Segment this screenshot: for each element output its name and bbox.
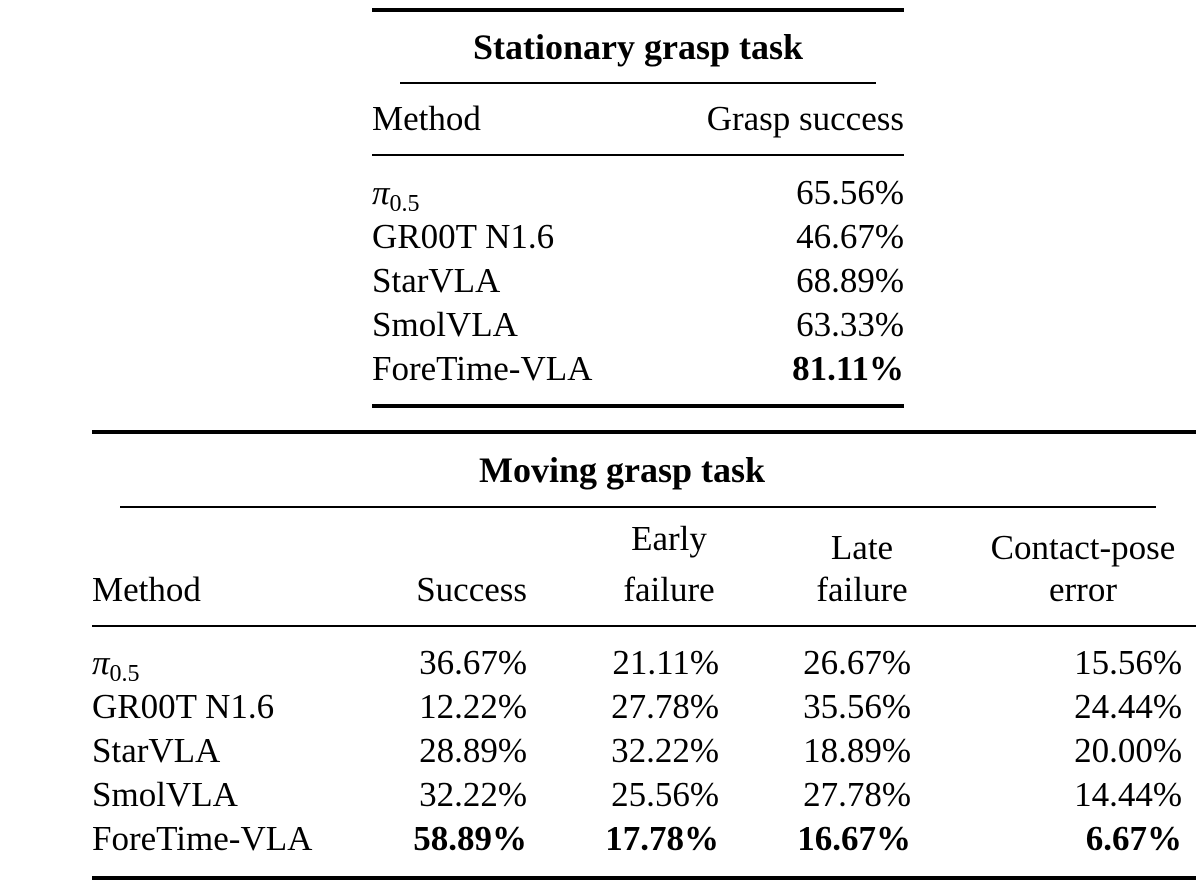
method-name: ForeTime-VLA bbox=[372, 349, 593, 388]
header-contact-line2: error bbox=[1048, 570, 1117, 609]
method-name: SmolVLA bbox=[92, 775, 238, 814]
method-name: StarVLA bbox=[372, 261, 501, 300]
grasp-success-value: 65.56% bbox=[796, 173, 904, 212]
header-success: Success bbox=[416, 570, 527, 609]
header-contact-line1: Contact-pose bbox=[990, 528, 1176, 567]
grasp-success-value: 63.33% bbox=[796, 305, 904, 344]
success-value: 12.22% bbox=[419, 687, 527, 726]
top-rule bbox=[372, 8, 904, 12]
early-failure-value: 25.56% bbox=[611, 775, 719, 814]
header-rule bbox=[92, 625, 1196, 627]
header-method: Method bbox=[372, 99, 481, 138]
grasp-success-value: 46.67% bbox=[796, 217, 904, 256]
grasp-success-value: 68.89% bbox=[796, 261, 904, 300]
table-title: Moving grasp task bbox=[479, 450, 766, 490]
method-name: GR00T N1.6 bbox=[92, 687, 275, 726]
early-failure-value: 32.22% bbox=[611, 731, 719, 770]
late-failure-value: 26.67% bbox=[803, 643, 911, 682]
table-title: Stationary grasp task bbox=[472, 27, 804, 67]
title-rule bbox=[400, 82, 876, 84]
method-name: SmolVLA bbox=[372, 305, 518, 344]
method-pi05: π0.5 bbox=[372, 173, 420, 217]
success-value: 32.22% bbox=[419, 775, 527, 814]
header-grasp-success: Grasp success bbox=[706, 99, 904, 138]
title-rule bbox=[120, 506, 1156, 508]
header-late-line1: Late bbox=[830, 528, 894, 567]
late-failure-value-best: 16.67% bbox=[797, 819, 911, 858]
late-failure-value: 35.56% bbox=[803, 687, 911, 726]
contact-pose-error-value-best: 6.67% bbox=[1085, 819, 1182, 858]
success-value: 28.89% bbox=[419, 731, 527, 770]
header-early-line1: Early bbox=[631, 519, 707, 558]
method-pi05: π0.5 bbox=[92, 643, 140, 687]
header-rule bbox=[372, 154, 904, 156]
method-name: StarVLA bbox=[92, 731, 221, 770]
late-failure-value: 27.78% bbox=[803, 775, 911, 814]
method-name: GR00T N1.6 bbox=[372, 217, 555, 256]
header-late-line2: failure bbox=[816, 570, 908, 609]
bottom-rule bbox=[92, 876, 1196, 880]
early-failure-value-best: 17.78% bbox=[605, 819, 719, 858]
success-value-best: 58.89% bbox=[413, 819, 527, 858]
early-failure-value: 27.78% bbox=[611, 687, 719, 726]
contact-pose-error-value: 14.44% bbox=[1074, 775, 1182, 814]
header-method: Method bbox=[92, 570, 201, 609]
method-name: ForeTime-VLA bbox=[92, 819, 313, 858]
contact-pose-error-value: 15.56% bbox=[1074, 643, 1182, 682]
late-failure-value: 18.89% bbox=[803, 731, 911, 770]
success-value: 36.67% bbox=[419, 643, 527, 682]
bottom-rule bbox=[372, 404, 904, 408]
contact-pose-error-value: 20.00% bbox=[1074, 731, 1182, 770]
grasp-success-value-best: 81.11% bbox=[792, 349, 904, 388]
top-rule bbox=[92, 430, 1196, 434]
header-early-line2: failure bbox=[623, 570, 715, 609]
early-failure-value: 21.11% bbox=[612, 643, 719, 682]
contact-pose-error-value: 24.44% bbox=[1074, 687, 1182, 726]
